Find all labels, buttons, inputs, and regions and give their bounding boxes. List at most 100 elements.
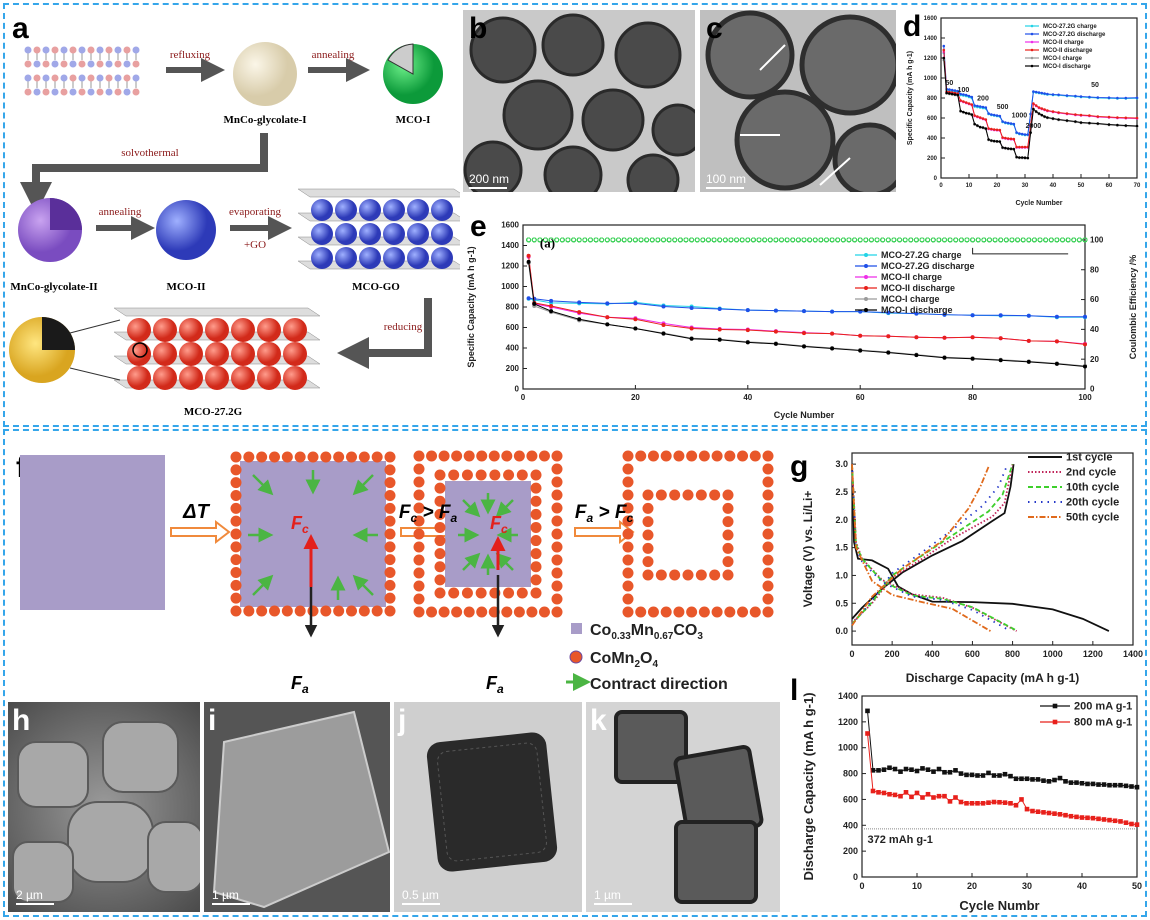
discharge-curve bbox=[851, 464, 1018, 632]
data-point bbox=[1112, 818, 1118, 824]
cobalt-manganese-oxide-particle bbox=[384, 451, 396, 463]
label-mco-i: MCO-I bbox=[396, 114, 431, 126]
cobalt-manganese-oxide-particle bbox=[642, 529, 654, 541]
series-coulombic-efficiency bbox=[526, 237, 1088, 243]
y-tick-label: 1200 bbox=[838, 717, 858, 727]
data-point bbox=[1018, 145, 1021, 149]
data-point bbox=[1134, 822, 1140, 827]
cobalt-manganese-oxide-particle bbox=[682, 489, 694, 501]
data-point bbox=[1012, 137, 1016, 141]
series-2nd-cycle bbox=[851, 463, 1018, 632]
data-point bbox=[554, 237, 560, 243]
cobalt-manganese-oxide-particle bbox=[513, 450, 525, 462]
data-point bbox=[1029, 112, 1032, 116]
legend-marker bbox=[1030, 32, 1034, 36]
data-point bbox=[992, 113, 996, 117]
cobalt-manganese-oxide-particle bbox=[622, 567, 634, 579]
data-point bbox=[1068, 780, 1074, 785]
cobalt-manganese-oxide-particle bbox=[434, 548, 446, 560]
data-point bbox=[936, 237, 942, 243]
y-tick-label: 800 bbox=[927, 96, 938, 102]
data-point bbox=[1024, 806, 1030, 812]
scale-bar-line bbox=[16, 903, 54, 905]
y-tick-label: 600 bbox=[927, 116, 938, 122]
cobalt-manganese-oxide-particle bbox=[709, 489, 721, 501]
data-point bbox=[942, 312, 947, 317]
legend-contract: Contract direction bbox=[590, 676, 728, 693]
current-density-label: 50 bbox=[946, 80, 954, 87]
nanosphere bbox=[383, 223, 405, 245]
x-tick-label: 0 bbox=[939, 183, 943, 189]
cobalt-manganese-oxide-particle bbox=[230, 567, 242, 578]
nanosphere bbox=[359, 247, 381, 269]
data-point bbox=[605, 301, 610, 306]
legend-label: 200 mA g-1 bbox=[1074, 701, 1132, 713]
x-tick-label: 1200 bbox=[1083, 649, 1103, 659]
data-point bbox=[914, 353, 919, 358]
data-point bbox=[745, 237, 751, 243]
cobalt-manganese-oxide-particle bbox=[413, 541, 425, 553]
data-point bbox=[984, 118, 988, 121]
data-point bbox=[1041, 810, 1046, 815]
scale-bar-label: 1 µm bbox=[594, 888, 621, 902]
cobalt-manganese-oxide-particle bbox=[516, 587, 528, 599]
cobalt-manganese-oxide-particle bbox=[434, 587, 446, 599]
data-point bbox=[1012, 122, 1016, 126]
current-density-label: 500 bbox=[997, 104, 1009, 111]
data-point bbox=[997, 773, 1002, 778]
data-point bbox=[991, 773, 997, 778]
contract-arrow-icon bbox=[495, 499, 514, 518]
x-tick-label: 1000 bbox=[1043, 649, 1063, 659]
cobalt-manganese-oxide-particle bbox=[622, 580, 634, 592]
data-point bbox=[885, 237, 891, 243]
data-point bbox=[920, 766, 925, 771]
lipid-head bbox=[132, 46, 140, 54]
series-50th-cycle bbox=[851, 464, 991, 632]
data-point bbox=[801, 237, 807, 243]
lipid-head bbox=[114, 88, 122, 96]
data-point bbox=[802, 309, 806, 314]
data-point bbox=[526, 253, 531, 258]
data-point bbox=[970, 113, 974, 116]
legend-marker bbox=[864, 264, 868, 268]
mco-go-stack-icon bbox=[297, 188, 460, 270]
cobalt-manganese-oxide-particle bbox=[722, 542, 734, 554]
data-point bbox=[1043, 115, 1046, 118]
cobalt-manganese-oxide-particle bbox=[695, 569, 707, 581]
data-point bbox=[987, 127, 990, 130]
x-tick-label: 1400 bbox=[1123, 649, 1143, 659]
highlight-circle bbox=[132, 342, 148, 358]
data-point bbox=[807, 237, 813, 243]
data-point bbox=[644, 237, 650, 243]
cobalt-manganese-oxide-particle bbox=[526, 450, 538, 462]
data-point bbox=[1008, 801, 1013, 806]
cobalt-manganese-oxide-particle bbox=[530, 521, 542, 533]
x-tick-label: 20 bbox=[631, 393, 640, 402]
cobalt-manganese-oxide-particle bbox=[673, 450, 685, 462]
data-point bbox=[953, 237, 959, 243]
scale-bar-line bbox=[212, 903, 250, 905]
legend-label: MCO-27.2G charge bbox=[881, 250, 962, 260]
cobalt-manganese-oxide-particle bbox=[655, 489, 667, 501]
cobalt-manganese-oxide-particle bbox=[530, 561, 542, 573]
mco-27-2g-stack-icon bbox=[113, 307, 321, 390]
lipid-head bbox=[42, 88, 50, 96]
scale-bar-label: 200 nm bbox=[469, 172, 510, 186]
data-point bbox=[559, 237, 565, 243]
cobalt-manganese-oxide-particle bbox=[269, 605, 280, 617]
cobalt-manganese-oxide-particle bbox=[476, 606, 488, 618]
data-point bbox=[565, 237, 571, 243]
cobalt-manganese-oxide-particle bbox=[762, 554, 774, 566]
process-arrow-icon bbox=[170, 519, 231, 545]
data-point bbox=[689, 306, 694, 311]
data-point bbox=[1090, 781, 1096, 787]
charge-curve bbox=[851, 463, 1014, 624]
x-axis-label: Cycle Number bbox=[1015, 200, 1062, 207]
cobalt-manganese-oxide-particle bbox=[530, 482, 542, 494]
data-point bbox=[970, 237, 976, 243]
legend-marker bbox=[1030, 56, 1034, 60]
cobalt-manganese-oxide-particle bbox=[673, 606, 685, 618]
data-point bbox=[795, 237, 801, 243]
data-point bbox=[998, 313, 1003, 318]
cobalt-manganese-oxide-particle bbox=[762, 450, 774, 462]
